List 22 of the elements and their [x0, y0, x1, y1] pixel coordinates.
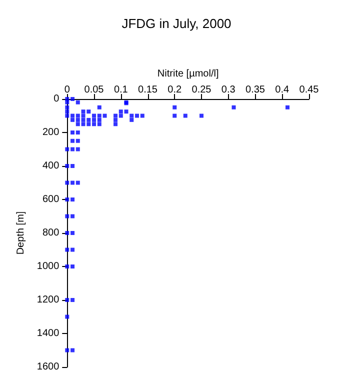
x-tick-label: 0.35: [246, 84, 266, 96]
x-tick-label: 0.45: [299, 84, 320, 96]
x-tick-label: 0: [64, 84, 70, 96]
chart-title: JFDG in July, 2000: [122, 16, 232, 31]
y-axis-title: Depth [m]: [16, 211, 26, 255]
x-tick-label: 0.05: [84, 84, 104, 96]
x-tick-label: 0.25: [192, 84, 212, 96]
y-tick-label: 600: [42, 194, 60, 205]
x-tick-label: 0.1: [114, 84, 128, 96]
y-tick-label: 1000: [36, 261, 60, 272]
x-tick-label: 0.3: [221, 84, 236, 96]
y-tick-label: 0: [54, 94, 60, 104]
y-tick-label: 800: [42, 228, 60, 238]
y-tick-label: 200: [42, 127, 60, 138]
x-axis-title: Nitrite [µmol/l]: [157, 68, 219, 80]
x-tick-label: 0.4: [275, 84, 290, 96]
y-tick-label: 400: [42, 160, 60, 172]
x-tick-label: 0.2: [168, 84, 182, 96]
y-tick-label: 1600: [36, 362, 60, 372]
y-tick-label: 1400: [36, 328, 60, 339]
y-tick-label: 1200: [36, 294, 60, 306]
x-tick-label: 0.15: [138, 84, 158, 96]
